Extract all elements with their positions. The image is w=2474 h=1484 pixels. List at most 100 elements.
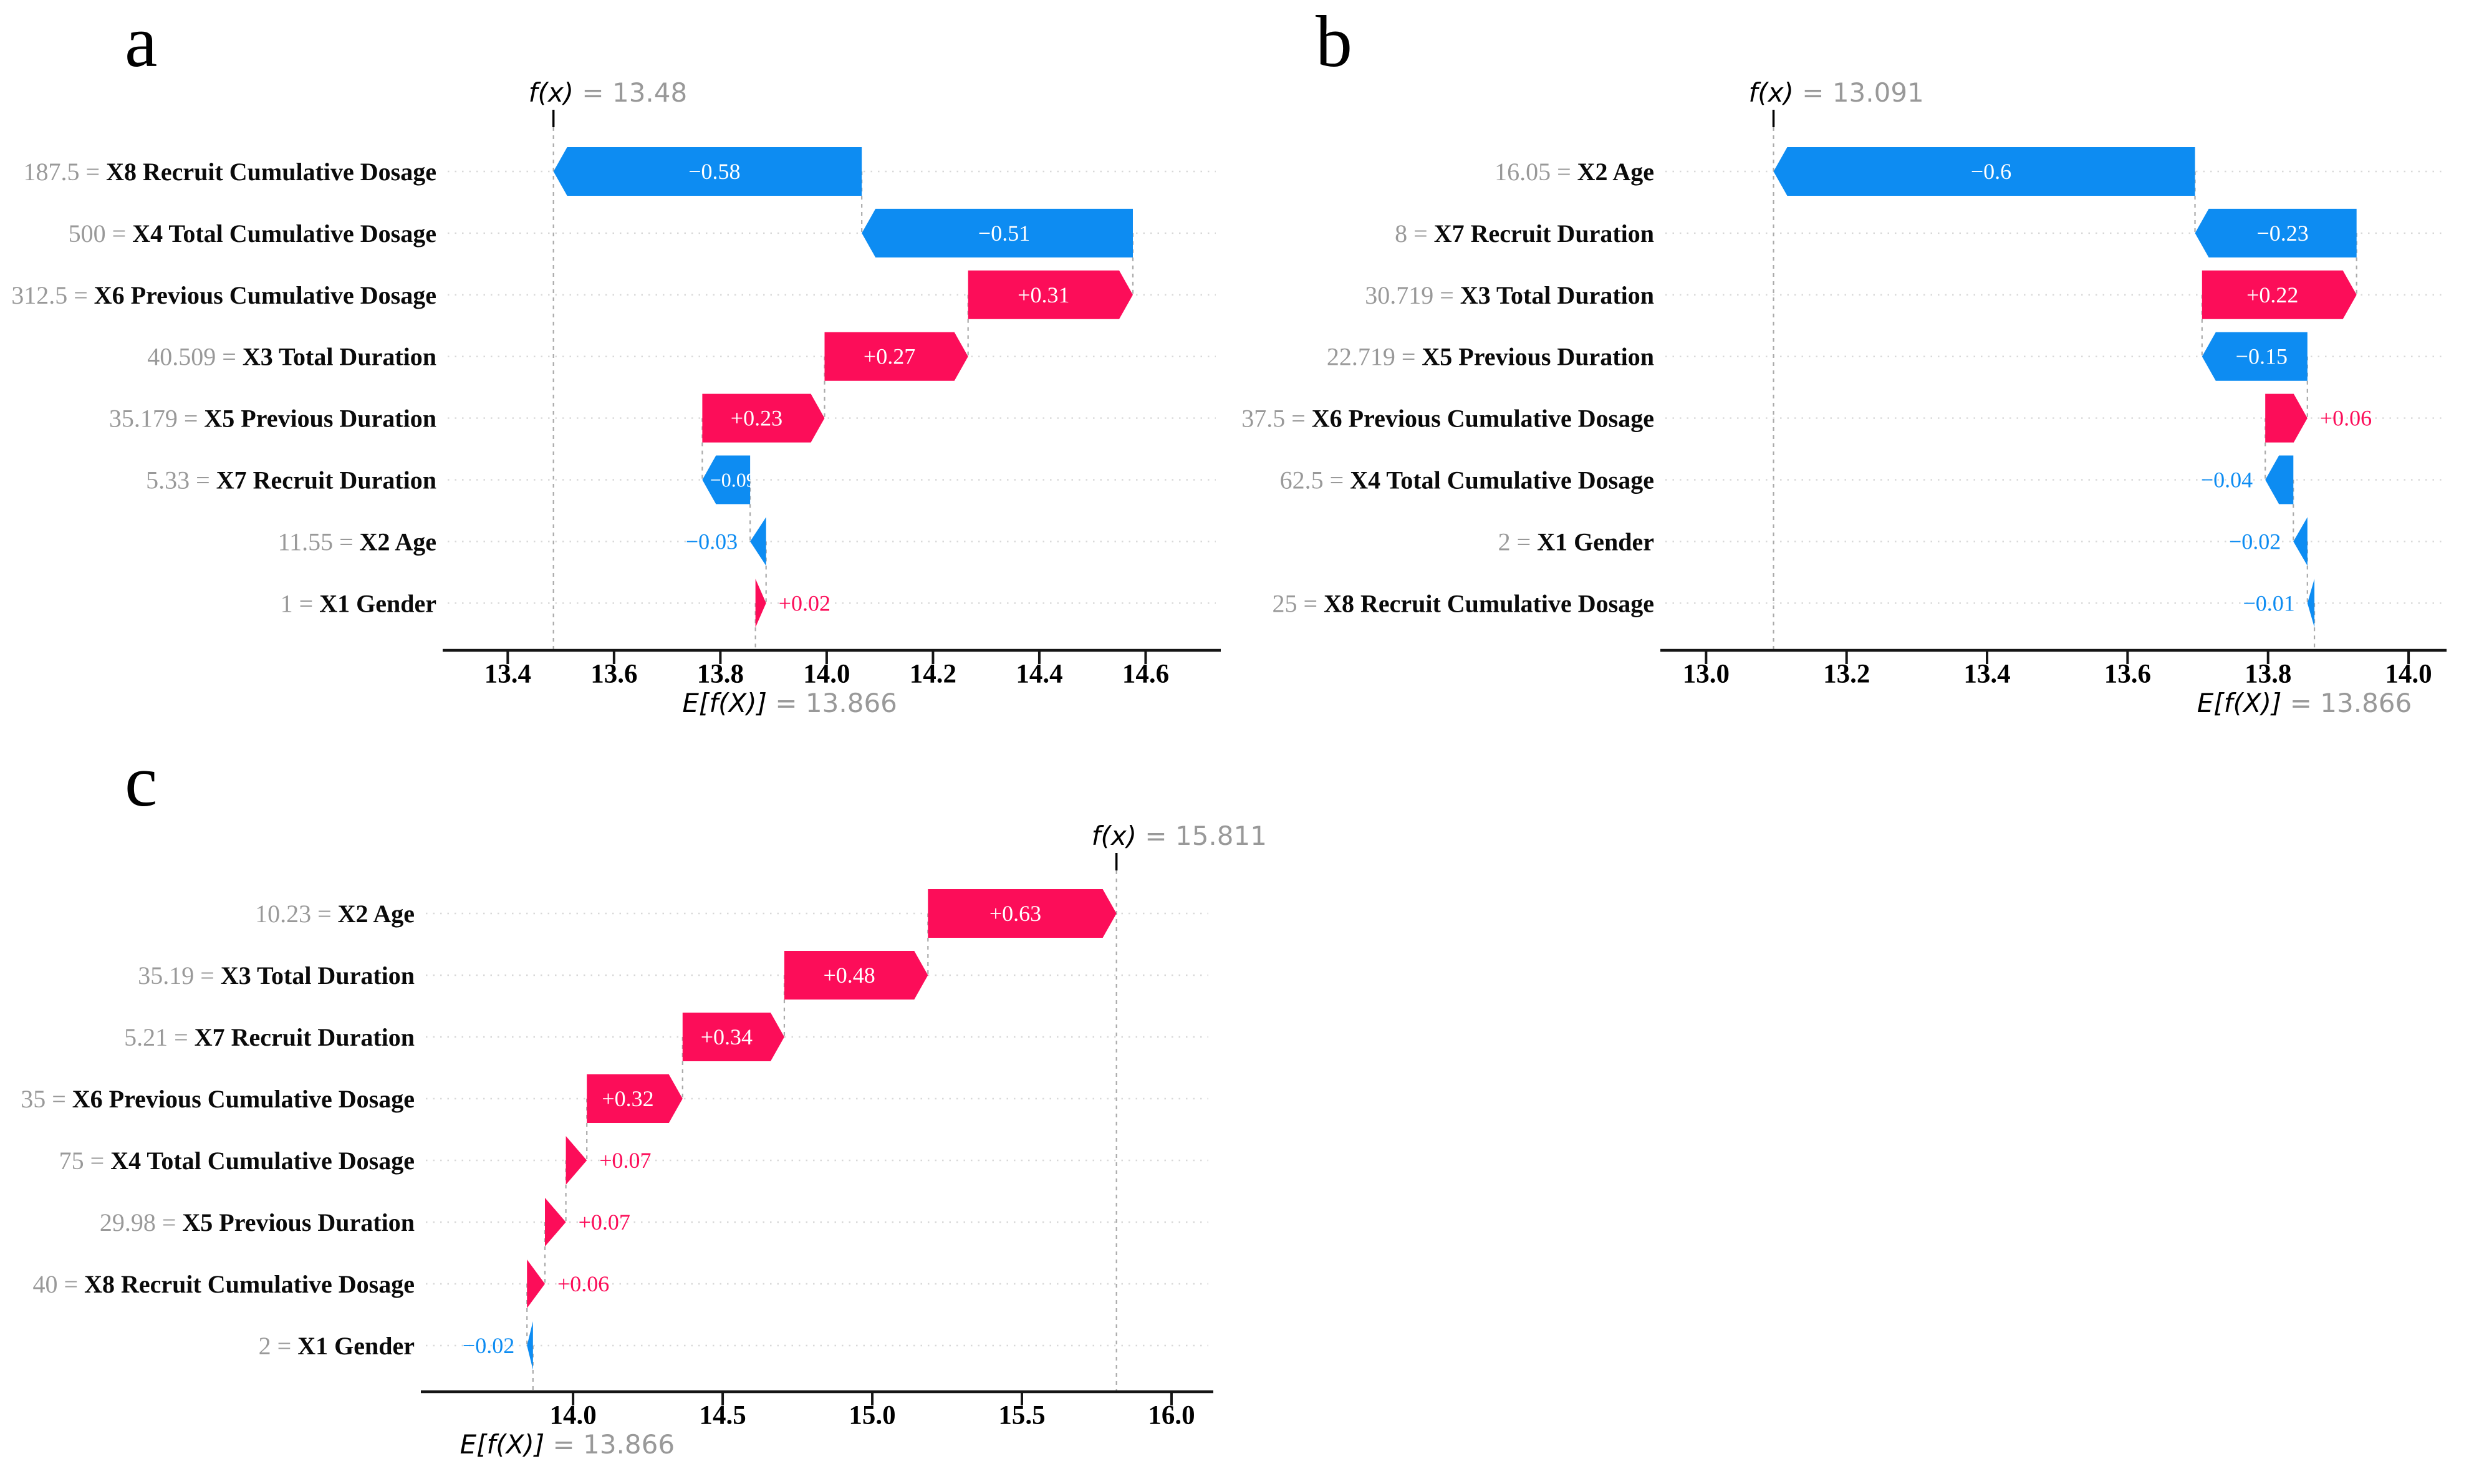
positive-shap-bar [682,1013,784,1061]
shap-value-label: +0.22 [2246,282,2298,307]
feature-label: 2 = X1 Gender [1498,528,1654,556]
positive-shap-bar [587,1074,683,1123]
shap-value-label: +0.31 [1018,282,1069,307]
shap-value-label: −0.09 [710,469,756,491]
feature-label: 30.719 = X3 Total Duration [1365,281,1654,309]
feature-label: 22.719 = X5 Previous Duration [1327,342,1654,370]
x-axis-tick-label: 15.5 [998,1401,1045,1430]
x-axis-tick-label: 14.4 [1016,660,1062,689]
positive-shap-bar [2202,270,2357,319]
negative-shap-bar [862,208,1133,258]
x-axis-tick-label: 13.8 [2245,660,2291,689]
shap-value-label: −0.58 [688,159,740,184]
expected-value-annotation: E[f(X)] = 13.866 [2197,688,2412,718]
negative-shap-bar [1773,147,2195,196]
shap-value-label: +0.32 [602,1086,653,1111]
shap-value-label: −0.02 [2229,529,2281,554]
positive-shap-bar [824,332,968,381]
positive-shap-bar [566,1136,587,1185]
feature-label: 16.05 = X2 Age [1495,158,1654,186]
expected-value-annotation: E[f(X)] = 13.866 [460,1429,675,1460]
negative-shap-bar [2307,579,2315,628]
feature-label: 40.509 = X3 Total Duration [147,342,436,370]
feature-label: 25 = X8 Recruit Cumulative Dosage [1273,589,1654,617]
shap-value-label: +0.23 [731,406,782,431]
x-axis-tick-label: 16.0 [1148,1401,1195,1430]
fx-annotation: f(x) = 13.48 [529,77,688,108]
positive-shap-bar [968,270,1133,319]
positive-shap-bar [527,1260,546,1308]
feature-label: 75 = X4 Total Cumulative Dosage [59,1147,415,1175]
feature-label: 312.5 = X6 Previous Cumulative Dosage [11,281,436,309]
negative-shap-bar [702,455,751,504]
x-axis-tick-label: 14.0 [2385,660,2432,689]
positive-shap-bar [784,951,928,1000]
shap-value-label: +0.06 [2320,406,2372,431]
shap-value-label: +0.63 [989,901,1041,926]
positive-shap-bar [755,579,766,628]
panel-letter-b: b [1316,1,1352,82]
negative-shap-bar [2195,208,2357,258]
feature-label: 5.21 = X7 Recruit Duration [124,1023,415,1051]
x-axis-tick-label: 13.8 [697,660,744,689]
feature-label: 5.33 = X7 Recruit Duration [146,466,436,494]
fx-annotation: f(x) = 15.811 [1092,821,1267,851]
shap-value-label: −0.03 [686,529,738,554]
x-axis-tick-label: 14.0 [549,1401,596,1430]
x-axis-tick-label: 13.2 [1823,660,1870,689]
negative-shap-bar [2265,455,2294,504]
feature-label: 8 = X7 Recruit Duration [1395,219,1654,247]
positive-shap-bar [928,889,1117,938]
panel-letter-a: a [125,1,158,82]
shap-value-label: +0.02 [779,590,830,615]
x-axis-tick-label: 13.4 [484,660,531,689]
shap-value-label: +0.48 [823,963,875,988]
positive-shap-bar [2265,393,2308,443]
shap-value-label: −0.02 [463,1333,514,1358]
feature-label: 500 = X4 Total Cumulative Dosage [69,219,436,247]
x-axis-tick-label: 13.6 [2104,660,2151,689]
waterfall-panel-b: −0.6 16.05 = X2 Age −0.23 8 = X7 Recruit Du… [1241,77,2447,718]
feature-label: 187.5 = X8 Recruit Cumulative Dosage [24,158,436,186]
positive-shap-bar [545,1198,566,1246]
shap-value-label: −0.01 [2243,590,2294,615]
shap-value-label: +0.07 [579,1210,630,1235]
x-axis-tick-label: 14.2 [910,660,956,689]
x-axis-tick-label: 14.5 [699,1401,746,1430]
waterfall-panel-a: −0.58 187.5 = X8 Recruit Cumulative Dosag… [11,77,1221,718]
positive-shap-bar [702,393,825,443]
x-axis-tick-label: 13.4 [1963,660,2010,689]
shap-value-label: +0.34 [701,1024,753,1049]
x-axis-tick-label: 15.0 [849,1401,895,1430]
shap-value-label: −0.23 [2256,221,2308,246]
feature-label: 10.23 = X2 Age [255,900,415,928]
shap-value-label: −0.51 [978,221,1030,246]
shap-value-label: −0.6 [1971,159,2011,184]
feature-label: 35.19 = X3 Total Duration [138,961,415,990]
shap-value-label: −0.04 [2201,468,2253,493]
shap-value-label: −0.15 [2236,344,2288,369]
feature-label: 35.179 = X5 Previous Duration [109,404,436,432]
negative-shap-bar [2293,517,2308,566]
feature-label: 1 = X1 Gender [281,589,436,617]
fx-annotation: f(x) = 13.091 [1749,77,1924,108]
feature-label: 62.5 = X4 Total Cumulative Dosage [1280,466,1654,494]
x-axis-tick-label: 14.0 [803,660,850,689]
negative-shap-bar [750,517,766,566]
feature-label: 35 = X6 Previous Cumulative Dosage [21,1085,415,1113]
feature-label: 29.98 = X5 Previous Duration [100,1208,415,1236]
negative-shap-bar [2202,332,2308,381]
feature-label: 37.5 = X6 Previous Cumulative Dosage [1241,404,1654,432]
expected-value-annotation: E[f(X)] = 13.866 [682,688,897,718]
x-axis-tick-label: 13.0 [1683,660,1730,689]
x-axis-tick-label: 14.6 [1122,660,1169,689]
shap-value-label: +0.06 [557,1271,609,1296]
negative-shap-bar [553,147,862,196]
shap-value-label: +0.27 [864,344,915,369]
panel-letter-c: c [125,740,158,822]
feature-label: 11.55 = X2 Age [278,528,436,556]
shap-value-label: +0.07 [599,1148,651,1173]
x-axis-tick-label: 13.6 [590,660,637,689]
feature-label: 40 = X8 Recruit Cumulative Dosage [33,1270,415,1298]
